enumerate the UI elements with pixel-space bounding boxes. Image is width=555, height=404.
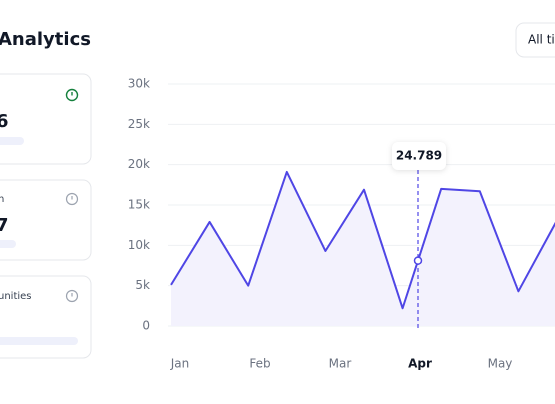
stat-card [0,73,92,165]
hover-point [413,256,423,265]
x-tick-label: Jan [170,357,190,371]
info-icon[interactable] [65,289,79,303]
y-tick-label: 20k [128,157,150,171]
progress-track [0,137,24,145]
progress-track [0,337,78,345]
y-tick-label: 25k [128,117,150,131]
range-button[interactable] [515,22,555,58]
y-tick-label: 30k [128,77,150,91]
card-value: 7 [0,215,9,236]
stat-card [0,275,92,359]
x-tick-label: Apr [408,357,432,371]
info-icon[interactable] [65,88,79,102]
card-value: 6 [0,111,9,132]
page-title: Analytics [0,29,91,50]
tooltip-box [392,142,446,170]
card-label: unities [0,291,32,302]
info-icon[interactable] [65,192,79,206]
line-area [171,171,555,326]
chart: 0 5k 10k 15k 20k 25k 30k Jan Feb Mar Apr May 24.789 [128,77,555,371]
x-tick-label: Mar [329,357,352,371]
y-tick-label: 15k [128,198,150,212]
line [170,170,555,310]
y-tick-label: 0 [142,319,150,333]
y-tick-label: 10k [128,238,150,252]
tooltip-text: 24.789 [396,149,442,163]
progress-track [0,240,16,248]
range-button-label: All ti [528,33,555,47]
y-tick-label: 5k [135,278,150,292]
x-tick-label: Feb [249,357,270,371]
card-label: n [0,194,4,205]
x-tick-label: May [488,357,513,371]
stat-card [0,179,92,261]
